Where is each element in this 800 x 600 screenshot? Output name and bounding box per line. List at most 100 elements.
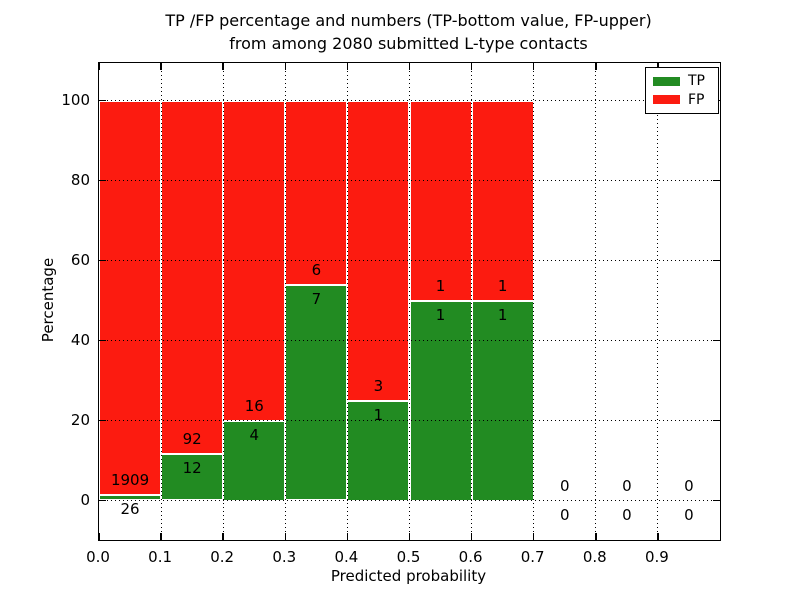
bar-segment-tp — [409, 300, 472, 501]
y-tick-mark — [713, 499, 720, 502]
legend-entry-fp: FP — [653, 93, 711, 107]
annotation-fp-count: 1909 — [110, 471, 150, 490]
x-tick-label: 0.1 — [148, 548, 173, 566]
x-tick-label: 0.6 — [458, 548, 483, 566]
x-tick-mark — [657, 533, 659, 540]
x-tick-mark — [160, 63, 162, 70]
gridline-horizontal — [99, 100, 720, 101]
annotation-tp-count: 12 — [182, 459, 202, 478]
annotation-tp-count: 26 — [120, 500, 140, 519]
annotation-tp-count: 1 — [435, 305, 446, 324]
gridline-horizontal — [99, 420, 720, 421]
gridline-horizontal — [99, 260, 720, 261]
bar-segment-fp — [161, 100, 224, 455]
y-tick-label: 0 — [80, 490, 90, 509]
annotation-tp-count: 0 — [622, 505, 632, 524]
x-tick-mark — [346, 63, 349, 70]
x-tick-label: 0.8 — [582, 548, 607, 566]
x-tick-mark — [408, 63, 411, 70]
legend-entry-tp: TP — [653, 74, 711, 88]
annotation-tp-count: 4 — [249, 425, 260, 444]
x-tick-label: 0.4 — [334, 548, 359, 566]
gridline-vertical — [160, 63, 162, 540]
fp-swatch-icon — [653, 95, 680, 105]
annotation-fp-count: 16 — [244, 396, 264, 415]
x-tick-mark — [222, 63, 224, 70]
annotation-fp-count: 3 — [373, 376, 384, 395]
x-tick-mark — [408, 533, 411, 540]
gridline-vertical — [471, 63, 473, 540]
x-tick-mark — [595, 533, 597, 540]
bar-segment-tp — [223, 420, 286, 501]
bar-segment-tp — [99, 495, 162, 501]
bar-segment-fp — [285, 100, 348, 286]
x-tick-mark — [284, 533, 287, 540]
y-tick-label: 40 — [70, 330, 90, 349]
annotation-fp-count: 0 — [684, 476, 694, 495]
y-tick-label: 100 — [61, 90, 90, 109]
y-tick-mark — [99, 99, 106, 102]
y-tick-label: 20 — [70, 410, 90, 429]
annotation-fp-count: 0 — [622, 476, 632, 495]
chart-title-line1: TP /FP percentage and numbers (TP-bottom… — [165, 11, 652, 30]
gridline-vertical — [657, 63, 659, 540]
bar-segment-fp — [347, 100, 410, 401]
gridline-horizontal — [99, 340, 720, 341]
y-tick-mark — [99, 419, 106, 422]
x-tick-mark — [222, 533, 224, 540]
x-tick-label: 0.2 — [210, 548, 235, 566]
x-tick-label: 0.7 — [520, 548, 545, 566]
bar-segment-tp — [347, 400, 410, 501]
y-tick-mark — [713, 179, 720, 182]
gridline-vertical — [533, 63, 535, 540]
x-axis-label: Predicted probability — [330, 567, 487, 585]
annotation-tp-count: 0 — [559, 505, 570, 524]
x-tick-mark — [99, 63, 100, 70]
gridline-vertical — [284, 63, 286, 540]
legend-label-tp: TP — [688, 73, 705, 90]
bar-segment-fp — [99, 100, 162, 496]
y-tick-label: 60 — [70, 250, 90, 269]
x-tick-mark — [284, 63, 287, 70]
y-axis-label: Percentage — [39, 257, 57, 343]
bar-segment-tp — [285, 285, 348, 501]
annotation-fp-count: 1 — [497, 276, 508, 295]
chart-title-line2: from among 2080 submitted L-type contact… — [229, 34, 588, 53]
y-tick-mark — [99, 499, 106, 502]
y-tick-mark — [713, 339, 720, 342]
bar-segment-tp — [161, 454, 224, 501]
annotation-tp-count: 7 — [311, 290, 322, 309]
x-tick-mark — [470, 63, 473, 70]
gridline-vertical — [346, 63, 348, 540]
annotation-fp-count: 6 — [311, 261, 322, 280]
x-tick-mark — [657, 63, 659, 70]
legend: TP FP — [645, 67, 719, 114]
gridline-vertical — [409, 63, 410, 540]
bar-segment-fp — [471, 100, 534, 301]
y-tick-mark — [99, 339, 106, 342]
gridline-horizontal — [99, 180, 720, 181]
annotation-tp-count: 1 — [373, 405, 384, 424]
legend-label-fp: FP — [688, 91, 705, 108]
x-tick-label: 0.9 — [644, 548, 669, 566]
annotation-fp-count: 92 — [182, 430, 202, 449]
bar-segment-tp — [471, 300, 534, 501]
x-tick-label: 0.5 — [396, 548, 421, 566]
y-tick-mark — [99, 259, 106, 262]
x-tick-mark — [470, 533, 473, 540]
x-tick-label: 0.3 — [272, 548, 297, 566]
y-tick-mark — [713, 259, 720, 262]
gridline-vertical — [222, 63, 224, 540]
plot-area: 1909 26 92 12 16 4 6 7 3 1 1 1 1 1 0 0 0 0 0 0 — [98, 62, 721, 541]
gridline-vertical — [595, 63, 597, 540]
annotation-tp-count: 1 — [497, 305, 508, 324]
annotation-tp-count: 0 — [684, 505, 694, 524]
y-tick-mark — [713, 419, 720, 422]
annotation-fp-count: 0 — [559, 476, 570, 495]
x-tick-mark — [99, 533, 100, 540]
x-tick-mark — [595, 63, 597, 70]
x-tick-mark — [346, 533, 349, 540]
y-tick-mark — [99, 179, 106, 182]
chart-title: TP /FP percentage and numbers (TP-bottom… — [98, 9, 719, 55]
